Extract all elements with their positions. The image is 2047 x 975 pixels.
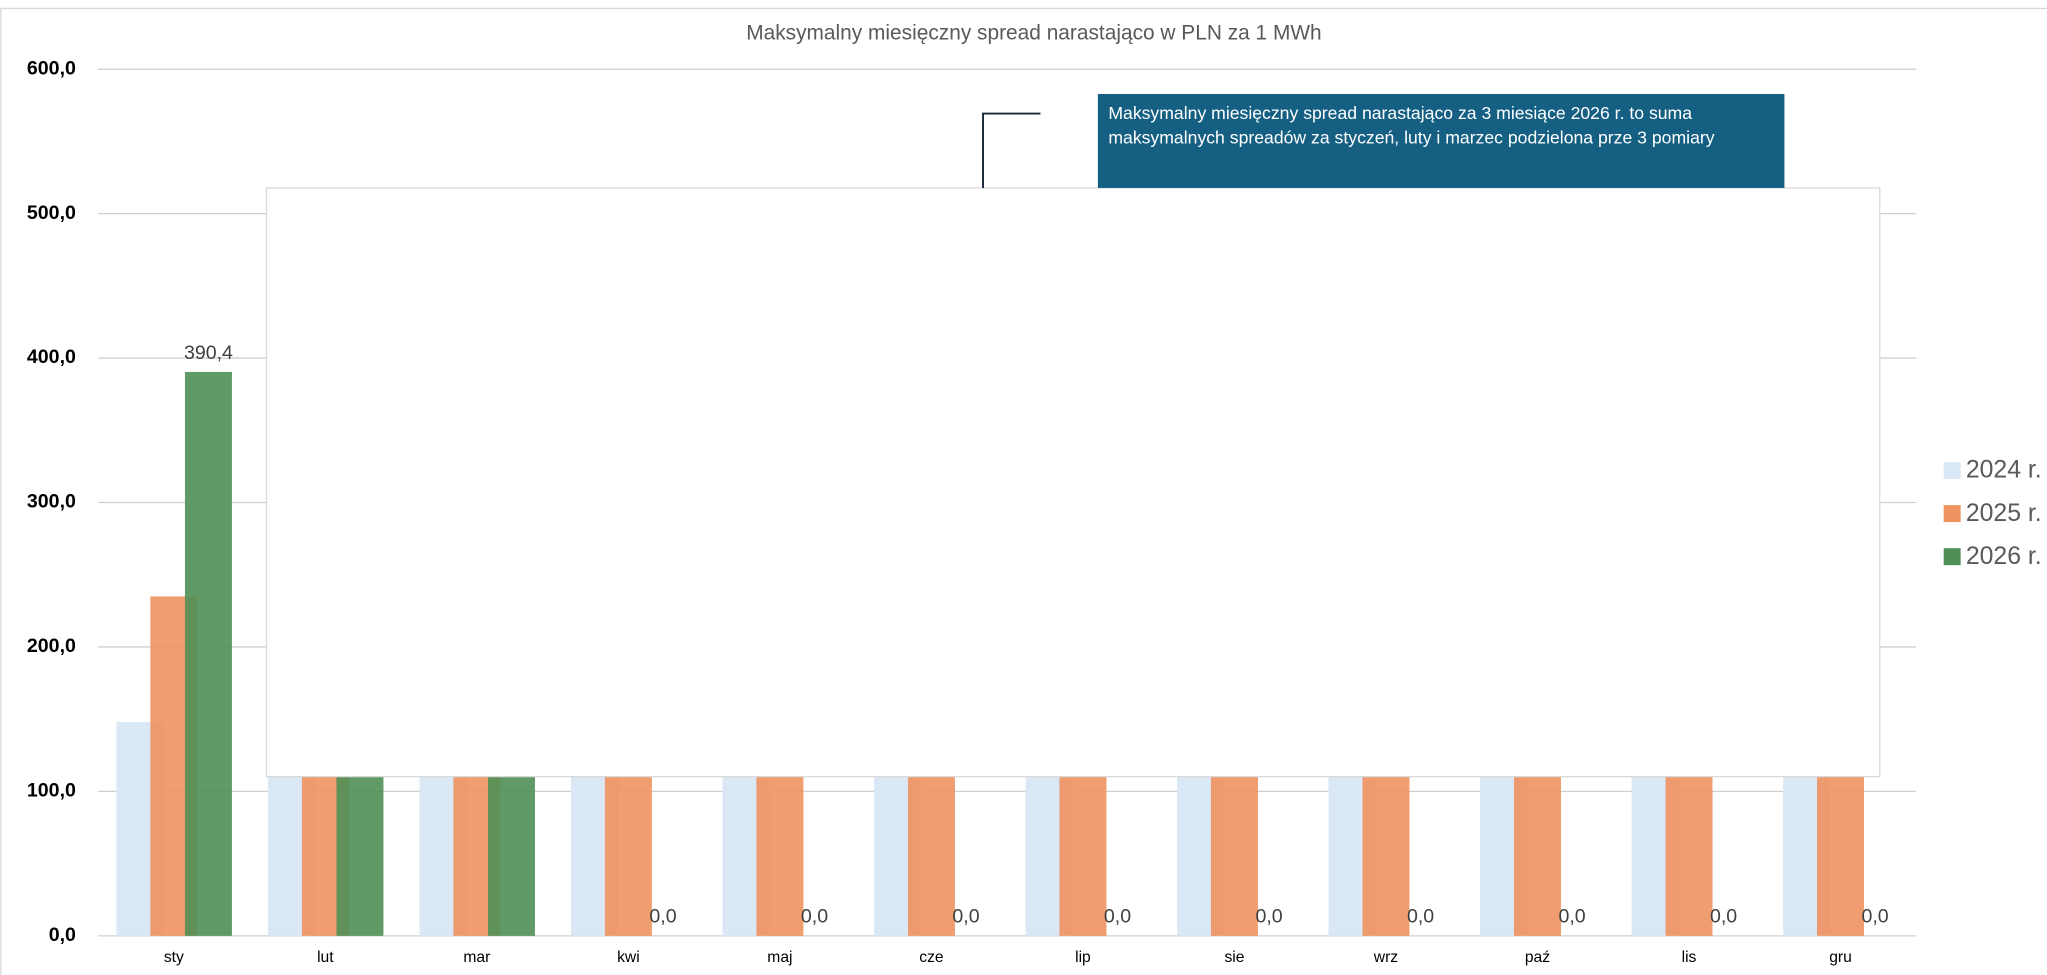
legend-swatch <box>1943 462 1961 480</box>
data-label: 0,0 <box>801 906 828 928</box>
data-label: 0,0 <box>1407 906 1434 928</box>
x-tick-label: lip <box>1075 949 1091 966</box>
legend-swatch <box>1943 505 1961 523</box>
annotation-wrap: Maksymalny miesięczny spread narastająco… <box>1108 103 1715 148</box>
x-tick-label: paź <box>1525 949 1550 966</box>
x-tick-label: kwi <box>617 949 640 966</box>
x-tick-label: lis <box>1682 949 1697 966</box>
overlay-panel <box>265 187 1881 778</box>
y-tick-label: 400,0 <box>27 346 76 368</box>
x-tick-label: maj <box>767 949 792 966</box>
annotation-box <box>1097 93 1785 188</box>
legend-label: 2025 r. <box>1966 500 2042 527</box>
callout-line <box>982 112 1041 188</box>
chart-title: Maksymalny miesięczny spread narastająco… <box>746 21 1321 44</box>
x-tick-label: cze <box>919 949 944 966</box>
data-label: 0,0 <box>952 906 979 928</box>
x-tick-label: sty <box>164 949 184 966</box>
data-label: 390,4 <box>184 342 233 364</box>
x-tick-label: mar <box>463 949 490 966</box>
x-tick-label: gru <box>1829 949 1852 966</box>
data-label: 0,0 <box>1104 906 1131 928</box>
legend-label: 2024 r. <box>1966 457 2042 484</box>
x-tick-label: sie <box>1224 949 1244 966</box>
x-tick-label: wrz <box>1373 949 1399 966</box>
y-tick-label: 0,0 <box>49 924 76 946</box>
data-label: 0,0 <box>1558 906 1585 928</box>
data-label: 0,0 <box>649 906 676 928</box>
y-tick-label: 200,0 <box>27 635 76 657</box>
y-tick-label: 500,0 <box>27 202 76 224</box>
y-tick-label: 600,0 <box>27 57 76 79</box>
bar <box>184 371 232 936</box>
annotation: Maksymalny miesięczny spread narastająco… <box>1108 103 1715 148</box>
data-label: 0,0 <box>1862 906 1889 928</box>
data-label: 0,0 <box>1710 906 1737 928</box>
legend-label: 2026 r. <box>1966 543 2042 570</box>
data-label: 0,0 <box>1255 906 1282 928</box>
x-tick-label: lut <box>317 949 334 966</box>
legend-swatch <box>1943 548 1961 566</box>
y-tick-label: 300,0 <box>27 491 76 513</box>
y-tick-label: 100,0 <box>27 780 76 802</box>
